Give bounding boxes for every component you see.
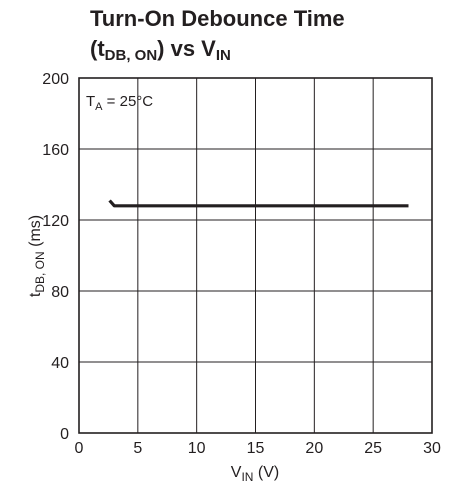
y-tick-labels: 0 40 80 120 160 200 — [42, 71, 69, 443]
series-line — [108, 199, 409, 208]
series-lines — [108, 199, 409, 208]
x-tick-label: 15 — [247, 440, 265, 457]
annotation-ta: TA = 25°C — [86, 93, 153, 113]
y-axis-label: tDB, ON (ms) — [27, 215, 47, 297]
chart-title-line1: Turn-On Debounce Time — [90, 6, 345, 31]
x-tick-label: 30 — [423, 440, 441, 457]
x-axis-label: VIN (V) — [231, 464, 279, 484]
y-tick-label: 0 — [60, 426, 69, 443]
title-subscript-in: IN — [215, 47, 231, 64]
chart-title-line2: (tDB, ON) vs VIN — [90, 36, 231, 69]
plot-frame — [78, 77, 433, 434]
title-mid: ) vs V — [157, 36, 216, 61]
y-tick-label: 40 — [51, 355, 69, 372]
x-tick-label: 20 — [305, 440, 323, 457]
title-subscript-dbon: DB, ON — [104, 47, 158, 64]
grid-lines — [78, 77, 433, 434]
y-tick-label: 200 — [42, 71, 69, 88]
x-tick-label: 25 — [364, 440, 382, 457]
x-tick-label: 0 — [75, 440, 84, 457]
title-prefix: (t — [90, 36, 105, 61]
x-tick-label: 5 — [133, 440, 142, 457]
y-tick-label: 120 — [42, 213, 69, 230]
y-tick-label: 80 — [51, 284, 69, 301]
y-tick-label: 160 — [42, 142, 69, 159]
x-tick-label: 10 — [188, 440, 206, 457]
x-tick-labels: 0 5 10 15 20 25 30 — [75, 440, 441, 457]
